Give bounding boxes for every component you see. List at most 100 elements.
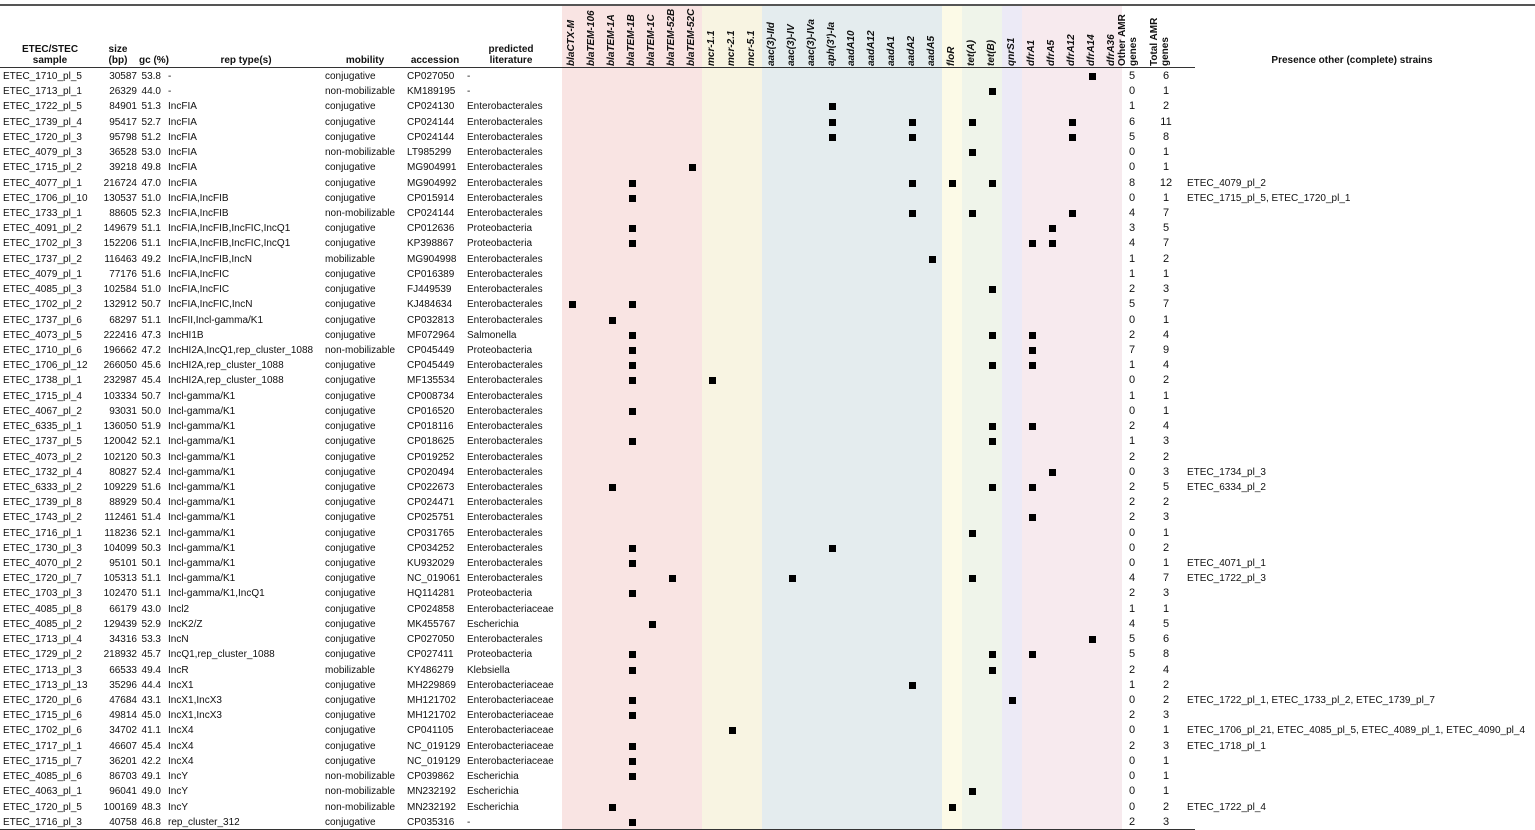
total-amr-cell: 2 xyxy=(1162,374,1170,387)
rep-type-cell: IncFIA xyxy=(168,147,197,159)
literature-cell: Enterobacterales xyxy=(467,558,543,570)
gene-header-label: tet(B) xyxy=(986,39,997,66)
total-amr-cell: 3 xyxy=(1162,815,1170,828)
gc-cell: 50.0 xyxy=(141,405,161,417)
other-amr-cell: 5 xyxy=(1128,633,1136,646)
gene-present-marker xyxy=(909,209,916,217)
presence-cell: ETEC_6334_pl_2 xyxy=(1187,481,1266,493)
rep-type-cell: IncFIA xyxy=(168,116,197,128)
sample-cell: ETEC_1720_pl_3 xyxy=(3,131,82,143)
size-cell: 35296 xyxy=(109,679,137,691)
size-cell: 216724 xyxy=(103,177,137,189)
table-row: ETEC_1733_pl_1 88605 52.3 IncFIA,IncFIB non-… xyxy=(0,206,1535,221)
gc-cell: 51.1 xyxy=(141,314,161,326)
gene-present-marker xyxy=(629,407,636,415)
sample-cell: ETEC_1715_pl_4 xyxy=(3,390,82,402)
accession-cell: KM189195 xyxy=(407,86,456,98)
gene-present-marker xyxy=(969,149,976,157)
literature-cell: Enterobacteriaceae xyxy=(467,725,554,737)
rep-type-cell: IncK2/Z xyxy=(168,618,203,630)
accession-cell: MG904998 xyxy=(407,253,457,265)
mobility-cell: conjugative xyxy=(325,710,376,722)
size-cell: 218932 xyxy=(103,649,137,661)
sample-cell: ETEC_1720_pl_6 xyxy=(3,695,82,707)
literature-cell: Enterobacterales xyxy=(467,573,543,585)
table-row: ETEC_1739_pl_4 95417 52.7 IncFIA conjugative… xyxy=(0,115,1535,130)
rep-type-cell: Incl-gamma/K1 xyxy=(168,405,236,417)
gene-present-marker xyxy=(1009,697,1016,705)
gene-present-marker xyxy=(989,331,996,339)
total-amr-cell: 1 xyxy=(1162,267,1170,280)
accession-cell: MN232192 xyxy=(407,801,456,813)
literature-cell: Enterobacterales xyxy=(467,116,543,128)
size-cell: 66533 xyxy=(109,664,137,676)
mobility-cell: conjugative xyxy=(325,588,376,600)
total-amr-cell: 7 xyxy=(1162,206,1170,219)
size-cell: 100169 xyxy=(103,801,137,813)
gene-header-label: aadA12 xyxy=(866,30,877,66)
gc-cell: 50.7 xyxy=(141,299,161,311)
table-row: ETEC_4070_pl_2 95101 50.1 Incl-gamma/K1 conj… xyxy=(0,556,1535,571)
mobility-cell: conjugative xyxy=(325,223,376,235)
mobility-cell: conjugative xyxy=(325,360,376,372)
other-amr-cell: 1 xyxy=(1128,267,1136,280)
literature-cell: Enterobacterales xyxy=(467,101,543,113)
sample-cell: ETEC_1737_pl_2 xyxy=(3,253,82,265)
table-row: ETEC_1710_pl_5 30587 53.8- conjugative CP027… xyxy=(0,69,1535,84)
size-cell: 68297 xyxy=(109,314,137,326)
other-amr-cell: 3 xyxy=(1128,222,1136,235)
accession-cell: MG904992 xyxy=(407,177,457,189)
gc-cell: 50.4 xyxy=(141,497,161,509)
table-row: ETEC_4077_pl_1 216724 47.0 IncFIA conjugativ… xyxy=(0,176,1535,191)
total-amr-cell: 1 xyxy=(1162,404,1170,417)
other-amr-cell: 0 xyxy=(1128,770,1136,783)
total-amr-cell: 4 xyxy=(1162,420,1170,433)
sample-cell: ETEC_1720_pl_7 xyxy=(3,573,82,585)
table-row: ETEC_4073_pl_5 222416 47.3 IncHI1B conjugati… xyxy=(0,328,1535,343)
gc-cell: 52.3 xyxy=(141,207,161,219)
literature-cell: Enterobacterales xyxy=(467,527,543,539)
size-cell: 105313 xyxy=(103,573,137,585)
other-amr-cell: 2 xyxy=(1128,709,1136,722)
gene-header: dfrA5 xyxy=(1042,8,1062,66)
gene-header-label: aac(3)-IV xyxy=(786,24,797,66)
gene-group-band-quinolone xyxy=(1002,6,1022,830)
literature-cell: Proteobacteria xyxy=(467,223,533,235)
size-cell: 109229 xyxy=(103,481,137,493)
size-cell: 88929 xyxy=(109,497,137,509)
literature-cell: Enterobacterales xyxy=(467,390,543,402)
header-total-amr: Total AMR genes xyxy=(1149,17,1171,66)
mobility-cell: conjugative xyxy=(325,421,376,433)
gc-cell: 51.0 xyxy=(141,284,161,296)
accession-cell: CP020494 xyxy=(407,466,455,478)
literature-cell: Enterobacterales xyxy=(467,405,543,417)
mobility-cell: conjugative xyxy=(325,436,376,448)
gene-present-marker xyxy=(629,362,636,370)
total-amr-cell: 11 xyxy=(1160,115,1172,128)
table-row: ETEC_1715_pl_2 39218 49.8 IncFIA conjugative… xyxy=(0,160,1535,175)
gene-present-marker xyxy=(629,757,636,765)
other-amr-cell: 0 xyxy=(1128,557,1136,570)
total-amr-cell: 1 xyxy=(1162,526,1170,539)
mobility-cell: conjugative xyxy=(325,268,376,280)
gene-present-marker xyxy=(629,590,636,598)
mobility-cell: conjugative xyxy=(325,725,376,737)
mobility-cell: conjugative xyxy=(325,451,376,463)
gene-header-label: mcr-1.1 xyxy=(706,30,717,66)
literature-cell: Escherichia xyxy=(467,786,519,798)
sample-cell: ETEC_1703_pl_3 xyxy=(3,588,82,600)
gene-present-marker xyxy=(629,377,636,385)
literature-cell: - xyxy=(467,816,471,828)
gc-cell: 51.6 xyxy=(141,268,161,280)
other-amr-cell: 1 xyxy=(1128,602,1136,615)
rep-type-cell: Incl-gamma/K1 xyxy=(168,497,236,509)
literature-cell: Enterobacterales xyxy=(467,284,543,296)
sample-cell: ETEC_1738_pl_1 xyxy=(3,375,82,387)
gene-header-label: qnrS1 xyxy=(1006,37,1017,66)
size-cell: 36528 xyxy=(109,147,137,159)
gc-cell: 51.1 xyxy=(141,238,161,250)
total-amr-cell: 1 xyxy=(1162,146,1170,159)
mobility-cell: conjugative xyxy=(325,618,376,630)
sample-cell: ETEC_1739_pl_8 xyxy=(3,497,82,509)
gene-header-label: mcr-5.1 xyxy=(746,30,757,66)
